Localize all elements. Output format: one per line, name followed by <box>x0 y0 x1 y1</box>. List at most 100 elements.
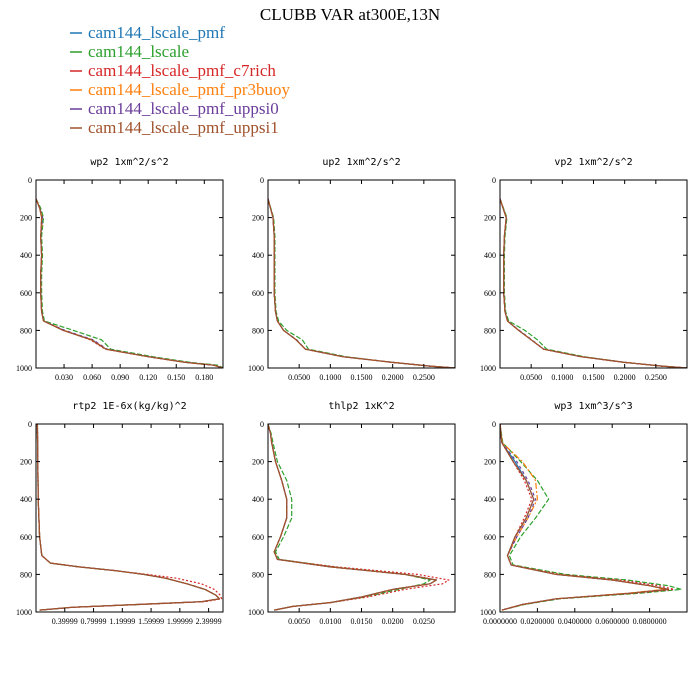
series-line <box>268 424 450 611</box>
chart-panel: up2 1xm^2/s^2 0 200 400 600 800 1000 0.0500 0.10… <box>248 157 456 382</box>
x-tick-label: 0.0150 <box>351 617 373 626</box>
series-line <box>36 424 220 611</box>
y-tick-label: 1000 <box>16 608 32 617</box>
x-tick-label: 0.2500 <box>413 373 435 382</box>
y-tick-label: 0 <box>260 420 264 429</box>
panel-title: wp2 1xm^2/s^2 <box>90 157 168 168</box>
y-tick-label: 400 <box>484 495 496 504</box>
x-tick-label: 0.0400000 <box>558 617 592 626</box>
y-tick-label: 400 <box>252 495 264 504</box>
x-tick-label: 2.39999 <box>196 617 222 626</box>
legend-item: cam144_lscale_pmf_pr3buoy <box>70 80 291 99</box>
x-tick-label: 0.0250 <box>413 617 435 626</box>
panel-frame <box>35 423 224 613</box>
panel-title: rtp2 1E-6x(kg/kg)^2 <box>72 401 186 412</box>
x-tick-label: 0.030 <box>55 373 73 382</box>
chart-panel: thlp2 1xK^2 0 200 400 600 800 1000 0.0050 0.0100… <box>248 401 456 626</box>
y-tick-label: 400 <box>20 495 32 504</box>
legend-label: cam144_lscale_pmf <box>88 23 225 42</box>
x-tick-label: 0.1500 <box>351 373 373 382</box>
x-tick-label: 0.79999 <box>81 617 107 626</box>
panel-series-group <box>36 198 223 368</box>
y-tick-label: 200 <box>20 214 32 223</box>
y-tick-label: 600 <box>484 289 496 298</box>
panel-series-group <box>500 424 683 611</box>
x-tick-label: 0.1500 <box>583 373 605 382</box>
y-tick-label: 0 <box>492 420 496 429</box>
legend: cam144_lscale_pmfcam144_lscalecam144_lsc… <box>70 23 291 137</box>
x-tick-label: 0.150 <box>167 373 185 382</box>
y-tick-label: 0 <box>260 176 264 185</box>
panel-title: wp3 1xm^3/s^3 <box>554 401 632 412</box>
series-line <box>36 198 223 368</box>
y-tick-label: 800 <box>484 570 496 579</box>
y-tick-label: 600 <box>252 289 264 298</box>
series-line <box>268 198 455 368</box>
panel-series-group <box>36 424 223 611</box>
y-tick-label: 400 <box>20 251 32 260</box>
series-line <box>500 198 687 368</box>
legend-label: cam144_lscale_pmf_pr3buoy <box>88 80 291 99</box>
x-tick-label: 0.0500 <box>520 373 542 382</box>
legend-label: cam144_lscale <box>88 42 189 61</box>
panel-frame <box>35 179 224 369</box>
x-tick-label: 0.1000 <box>319 373 341 382</box>
series-line <box>268 424 437 611</box>
y-tick-label: 800 <box>484 326 496 335</box>
panel-series-group <box>268 424 450 611</box>
x-tick-label: 0.0000000 <box>483 617 517 626</box>
y-tick-label: 1000 <box>248 364 264 373</box>
x-tick-label: 0.0100 <box>319 617 341 626</box>
x-tick-label: 0.060 <box>83 373 101 382</box>
y-tick-label: 200 <box>484 214 496 223</box>
y-tick-label: 600 <box>484 533 496 542</box>
x-tick-label: 0.0200 <box>382 617 404 626</box>
x-tick-label: 0.2000 <box>382 373 404 382</box>
panel-title: vp2 1xm^2/s^2 <box>554 157 632 168</box>
series-line <box>500 424 666 611</box>
series-line <box>268 424 431 611</box>
chart-panel: wp2 1xm^2/s^2 0 200 400 600 800 1000 0.030 0.060… <box>16 157 224 382</box>
panel-series-group <box>268 198 455 368</box>
legend-label: cam144_lscale_pmf_c7rich <box>88 61 276 80</box>
series-line <box>36 424 220 611</box>
x-tick-label: 0.090 <box>111 373 129 382</box>
y-tick-label: 800 <box>20 570 32 579</box>
series-line <box>36 198 223 368</box>
series-line <box>36 198 223 368</box>
series-line <box>500 198 687 368</box>
panel-title: thlp2 1xK^2 <box>328 401 394 412</box>
panel-frame <box>499 423 688 613</box>
legend-item: cam144_lscale_pmf_c7rich <box>70 61 276 80</box>
y-tick-label: 1000 <box>480 364 496 373</box>
x-tick-label: 0.0500 <box>288 373 310 382</box>
chart-panel: rtp2 1E-6x(kg/kg)^2 0 200 400 600 800 1000 0.39… <box>16 401 224 626</box>
y-tick-label: 600 <box>20 289 32 298</box>
panel-series-group <box>500 198 687 368</box>
series-line <box>500 198 687 368</box>
x-tick-label: 0.120 <box>139 373 157 382</box>
y-tick-label: 200 <box>252 458 264 467</box>
y-tick-label: 0 <box>492 176 496 185</box>
series-line <box>36 424 220 611</box>
legend-label: cam144_lscale_pmf_uppsi0 <box>88 99 279 118</box>
legend-item: cam144_lscale_pmf <box>70 23 225 42</box>
series-line <box>268 198 455 368</box>
y-tick-label: 800 <box>252 326 264 335</box>
y-tick-label: 1000 <box>248 608 264 617</box>
panel-title: up2 1xm^2/s^2 <box>322 157 400 168</box>
x-tick-label: 0.180 <box>195 373 213 382</box>
series-line <box>268 198 455 368</box>
y-tick-label: 800 <box>252 570 264 579</box>
series-line <box>36 198 223 368</box>
x-tick-label: 1.59999 <box>138 617 164 626</box>
x-tick-label: 0.2000 <box>614 373 636 382</box>
x-tick-label: 1.99999 <box>167 617 193 626</box>
series-line <box>36 198 223 368</box>
x-tick-label: 0.0600000 <box>595 617 629 626</box>
y-tick-label: 1000 <box>16 364 32 373</box>
y-tick-label: 200 <box>252 214 264 223</box>
legend-item: cam144_lscale_pmf_uppsi0 <box>70 99 279 118</box>
